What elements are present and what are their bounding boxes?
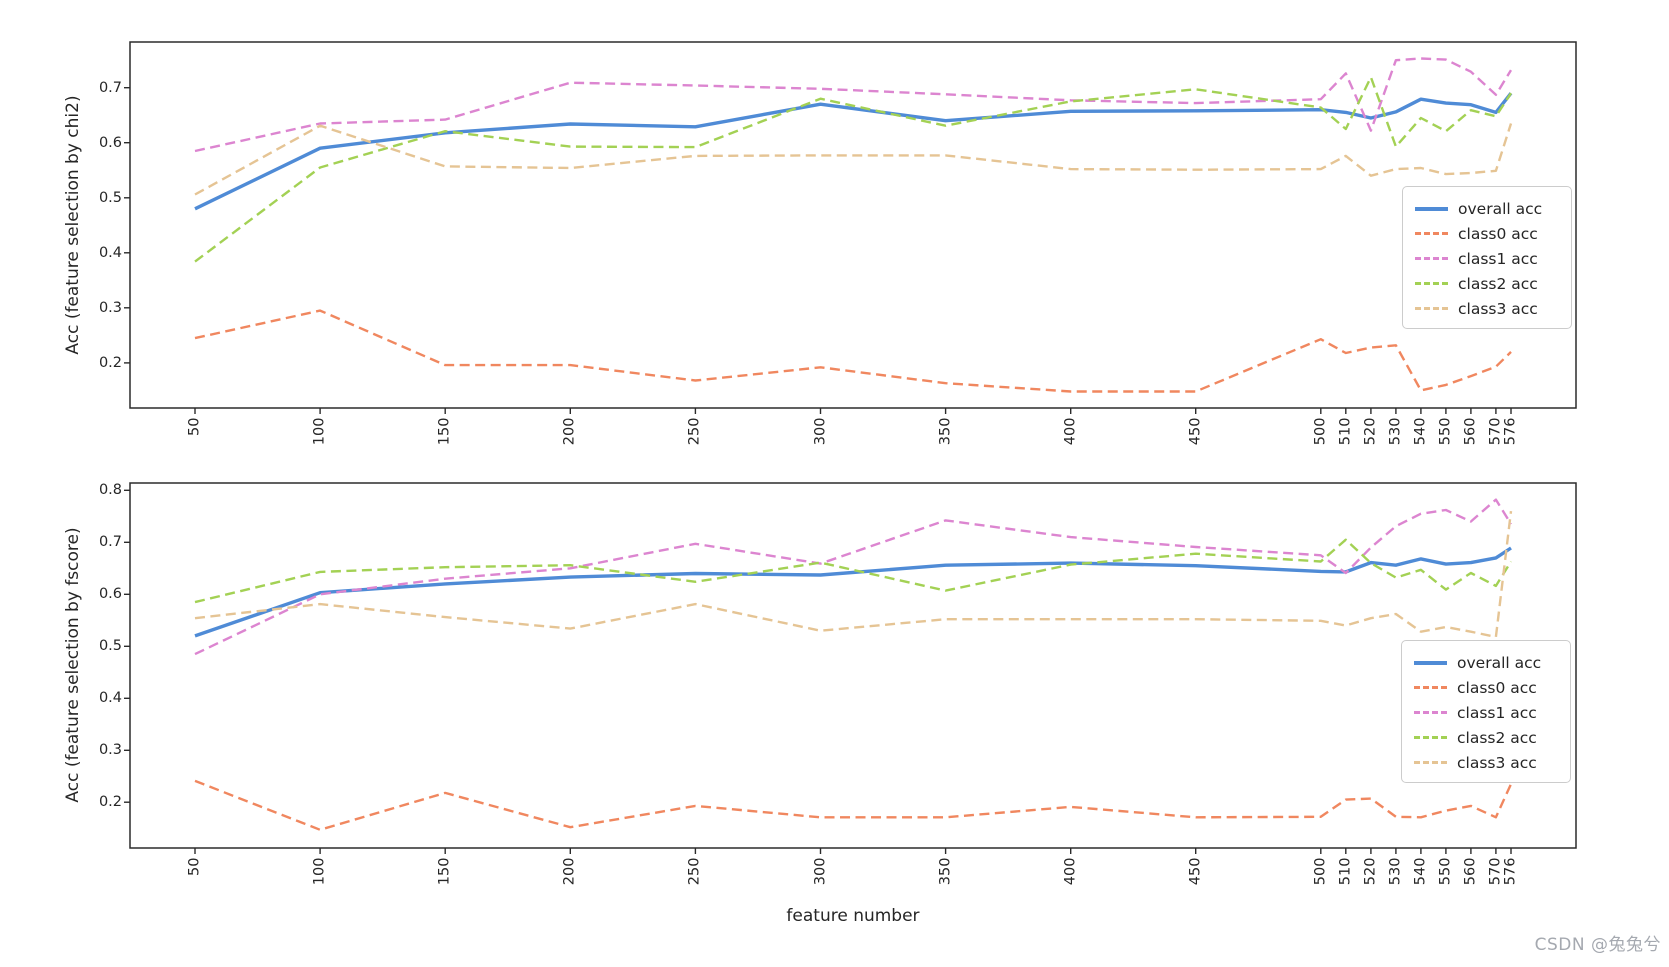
legend-label-overall: overall acc <box>1457 653 1542 672</box>
legend-swatch-class1-line <box>1414 711 1447 714</box>
series-line-class1-acc <box>194 57 1513 153</box>
x-tick-label: 576 <box>1502 857 1519 885</box>
legend-fscore: overall acc class0 acc class1 acc class2… <box>1401 640 1571 783</box>
legend-entry-class3: class3 acc <box>1415 296 1559 321</box>
x-tick-label: 150 <box>436 857 453 885</box>
x-tick-label: 530 <box>1387 857 1404 885</box>
y-tick-label: 0.4 <box>98 244 122 261</box>
x-tick-label: 400 <box>1062 417 1079 445</box>
legend-swatch-class0-line <box>1414 686 1447 689</box>
y-tick-label: 0.5 <box>98 638 122 655</box>
legend-label-class1: class1 acc <box>1457 703 1537 722</box>
y-tick-label: 0.6 <box>98 134 122 151</box>
x-tick-label: 560 <box>1462 857 1479 885</box>
x-tick-label: 450 <box>1187 857 1204 885</box>
series-line-class3-acc <box>194 510 1513 639</box>
series-line-class0-acc <box>194 779 1513 831</box>
y-tick-label: 0.3 <box>98 742 122 759</box>
legend-swatch-class1-line <box>1415 257 1448 260</box>
x-tick-label: 510 <box>1337 417 1354 445</box>
y-tick-label: 0.4 <box>98 690 122 707</box>
x-tick-label: 510 <box>1337 857 1354 885</box>
legend-entry-class1: class1 acc <box>1415 246 1559 271</box>
series-line-class1-acc <box>194 498 1513 656</box>
x-tick-label: 350 <box>937 857 954 885</box>
legend-entry-class1: class1 acc <box>1414 700 1558 725</box>
legend-entry-class2: class2 acc <box>1415 271 1559 296</box>
y-tick-label: 0.7 <box>98 534 122 551</box>
x-tick-label: 540 <box>1412 857 1429 885</box>
x-tick-label: 250 <box>686 857 703 885</box>
x-tick-label: 400 <box>1062 857 1079 885</box>
legend-entry-overall: overall acc <box>1415 196 1559 221</box>
legend-label-class0: class0 acc <box>1457 678 1537 697</box>
legend-entry-class0: class0 acc <box>1414 675 1558 700</box>
legend-swatch-class0-line <box>1415 232 1448 235</box>
legend-entry-class3: class3 acc <box>1414 750 1558 775</box>
legend-label-class2: class2 acc <box>1458 274 1538 293</box>
x-tick-label: 520 <box>1362 417 1379 445</box>
x-tick-label: 550 <box>1437 417 1454 445</box>
y-tick-label: 0.7 <box>98 79 122 96</box>
legend-swatch-class2-line <box>1415 282 1448 285</box>
y-tick-label: 0.2 <box>98 354 122 371</box>
x-tick-label: 100 <box>311 417 328 445</box>
y-tick-label: 0.3 <box>98 299 122 316</box>
plot-frame-1 <box>129 482 1577 849</box>
legend-swatch-class3-line <box>1414 761 1447 764</box>
x-tick-label: 50 <box>186 857 203 876</box>
x-tick-label: 350 <box>937 417 954 445</box>
x-axis-label: feature number <box>786 906 920 926</box>
x-tick-label: 150 <box>436 417 453 445</box>
y-tick-label: 0.6 <box>98 586 122 603</box>
legend-entry-overall: overall acc <box>1414 650 1558 675</box>
legend-swatch-class2-line <box>1414 736 1447 739</box>
x-tick-label: 500 <box>1312 857 1329 885</box>
x-tick-label: 450 <box>1187 417 1204 445</box>
x-tick-label: 520 <box>1362 857 1379 885</box>
series-line-class2-acc <box>194 538 1513 604</box>
legend-swatch-class3-line <box>1415 307 1448 310</box>
x-tick-label: 300 <box>812 857 828 885</box>
series-line-class2-acc <box>194 75 1513 263</box>
x-tick-label: 200 <box>561 417 578 445</box>
legend-label-class3: class3 acc <box>1457 753 1537 772</box>
x-tick-label: 560 <box>1462 417 1479 445</box>
x-tick-label: 550 <box>1437 857 1454 885</box>
x-tick-label: 300 <box>812 417 828 445</box>
legend-chi2: overall acc class0 acc class1 acc class2… <box>1402 186 1572 329</box>
legend-label-class2: class2 acc <box>1457 728 1537 747</box>
legend-swatch-overall-line <box>1415 206 1448 211</box>
x-tick-label: 50 <box>186 417 203 436</box>
y-tick-label: 0.2 <box>98 794 122 811</box>
plot-frame-0 <box>129 41 1577 409</box>
series-line-overall-acc <box>194 92 1513 211</box>
x-tick-label: 570 <box>1487 417 1504 445</box>
x-tick-label: 570 <box>1487 857 1504 885</box>
x-tick-label: 200 <box>561 857 578 885</box>
legend-entry-class0: class0 acc <box>1415 221 1559 246</box>
x-tick-label: 576 <box>1502 417 1519 445</box>
x-tick-label: 250 <box>686 417 703 445</box>
x-tick-label: 100 <box>311 857 328 885</box>
y-tick-label: 0.8 <box>98 482 122 499</box>
legend-label-class1: class1 acc <box>1458 249 1538 268</box>
legend-label-class3: class3 acc <box>1458 299 1538 318</box>
x-tick-label: 500 <box>1312 417 1329 445</box>
series-line-class0-acc <box>194 309 1512 393</box>
legend-label-overall: overall acc <box>1458 199 1543 218</box>
x-tick-label: 540 <box>1412 417 1429 445</box>
legend-entry-class2: class2 acc <box>1414 725 1558 750</box>
x-tick-label: 530 <box>1387 417 1404 445</box>
legend-label-class0: class0 acc <box>1458 224 1538 243</box>
watermark: CSDN @兔兔兮 <box>1534 935 1661 955</box>
legend-swatch-overall-line <box>1414 660 1447 665</box>
y-tick-label: 0.5 <box>98 189 122 206</box>
series-line-overall-acc <box>194 546 1512 638</box>
series-line-class3-acc <box>194 123 1513 196</box>
